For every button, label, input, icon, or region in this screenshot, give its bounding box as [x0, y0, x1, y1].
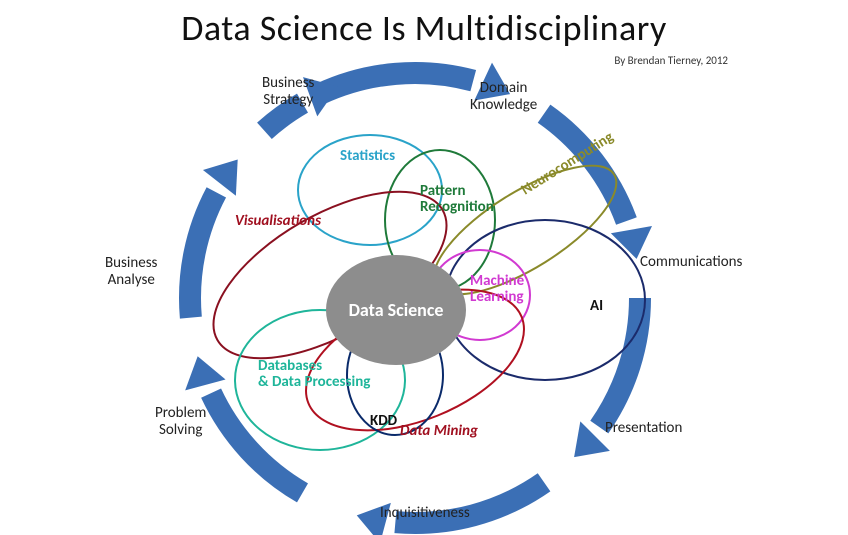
outer-label-communications: Communications [640, 254, 742, 271]
center-blob: Data Science [326, 255, 466, 365]
arrow-r [599, 298, 640, 427]
label-kdd: KDD [370, 412, 398, 430]
label-ai: AI [590, 297, 603, 315]
diagram-stage: Data Science Is Multidisciplinary By Bre… [0, 0, 848, 535]
label-statistics: Statistics [340, 147, 395, 165]
outer-label-domain-knowledge: Domain Knowledge [470, 80, 537, 115]
outer-label-problem-solving: Problem Solving [155, 405, 206, 440]
label-data-mining: Data Mining [400, 422, 478, 440]
outer-label-inquisitiveness: Inquisitiveness [380, 505, 470, 522]
label-databases: Databases& Data Processing [258, 357, 370, 391]
arrow-bl-head [185, 356, 225, 390]
label-visualisations: Visualisations [235, 212, 321, 230]
arrow-bl [211, 393, 302, 493]
outer-label-presentation: Presentation [605, 420, 682, 437]
arrow-top [320, 73, 473, 94]
center-label: Data Science [349, 299, 444, 321]
outer-label-business-analyse: Business Analyse [105, 255, 157, 290]
arrow-l [190, 192, 216, 317]
label-pattern-recognition: PatternRecognition [420, 182, 494, 216]
outer-label-business-strategy: Business Strategy [262, 75, 314, 110]
label-machine-learning: MachineLearning [470, 272, 525, 306]
